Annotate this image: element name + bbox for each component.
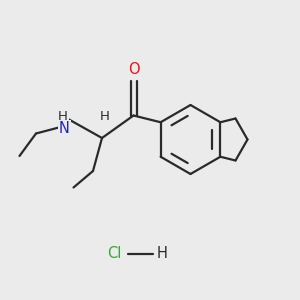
Text: H: H	[100, 110, 110, 124]
Text: N: N	[59, 121, 70, 136]
Text: H: H	[157, 246, 167, 261]
Text: H: H	[58, 110, 68, 123]
Text: Cl: Cl	[107, 246, 121, 261]
Text: O: O	[128, 62, 139, 77]
